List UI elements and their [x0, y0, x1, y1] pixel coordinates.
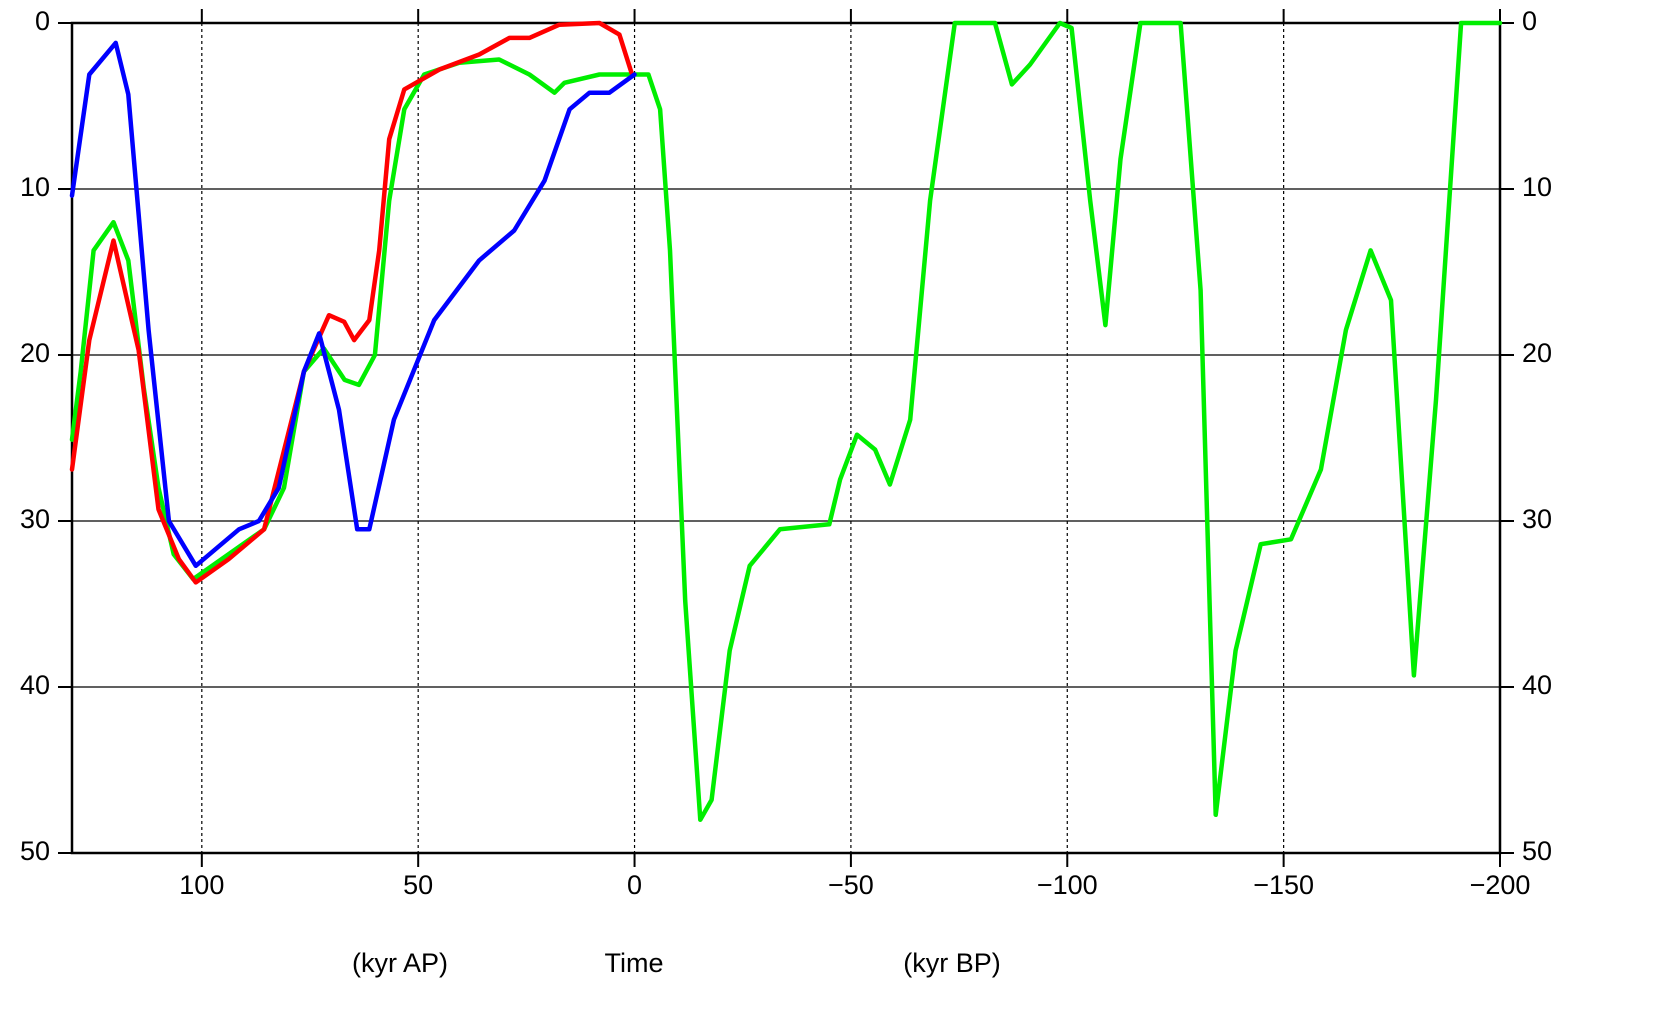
y-tick-label: 0 — [35, 6, 50, 36]
x-tick-label: −50 — [828, 870, 874, 900]
y-tick-label: 40 — [20, 670, 50, 700]
x-tick-label: −150 — [1253, 870, 1314, 900]
y2-tick-label: 0 — [1522, 6, 1537, 36]
y-tick-label: 20 — [20, 338, 50, 368]
y2-tick-label: 30 — [1522, 504, 1552, 534]
y-tick-label: 50 — [20, 836, 50, 866]
annotation: Time — [605, 948, 664, 978]
y2-tick-label: 10 — [1522, 172, 1552, 202]
line-series — [69, 20, 1503, 823]
y2-tick-label: 50 — [1522, 836, 1552, 866]
y-tick-label: 10 — [20, 172, 50, 202]
y2-tick-label: 20 — [1522, 338, 1552, 368]
y2-tick-label: 40 — [1522, 670, 1552, 700]
x-tick-label: 0 — [627, 870, 642, 900]
x-tick-label: −200 — [1470, 870, 1531, 900]
x-tick-label: 100 — [179, 870, 224, 900]
annotation: (kyr BP) — [903, 948, 1001, 978]
annotation: (kyr AP) — [352, 948, 448, 978]
y-tick-label: 30 — [20, 504, 50, 534]
line-series — [69, 20, 634, 585]
x-tick-label: −100 — [1037, 870, 1098, 900]
line-series — [69, 40, 637, 569]
x-tick-label: 50 — [403, 870, 433, 900]
